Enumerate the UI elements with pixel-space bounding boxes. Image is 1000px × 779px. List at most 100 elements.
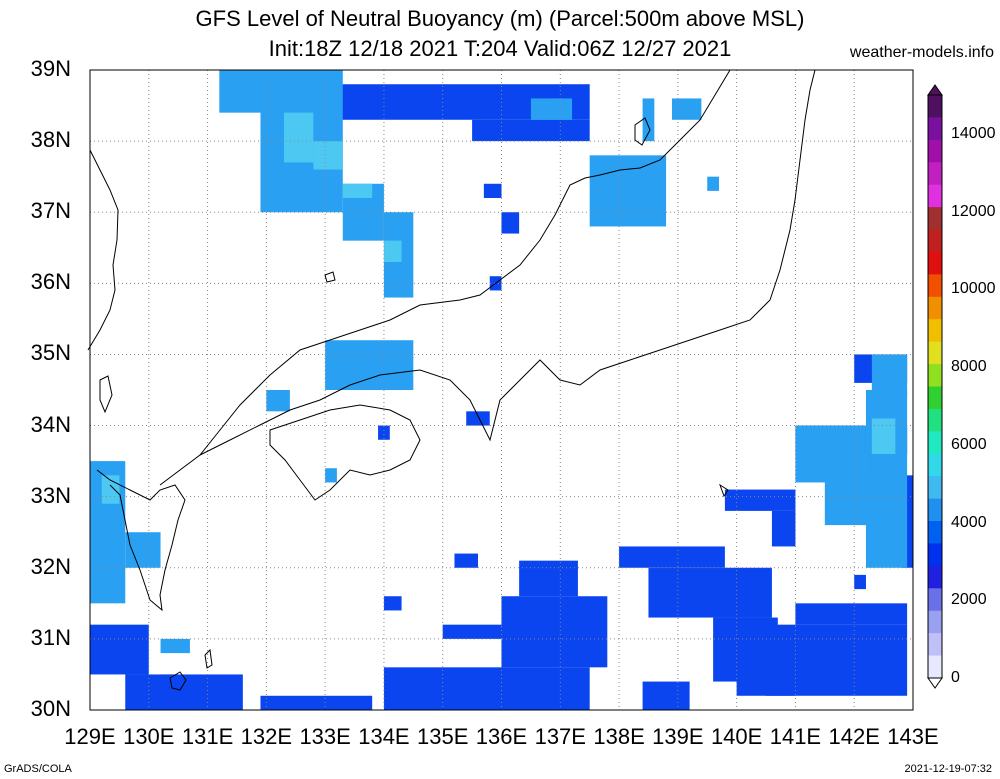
title-line-2: Init:18Z 12/18 2021 T:204 Valid:06Z 12/2… (268, 36, 732, 61)
shade-cell-1-1 (125, 532, 161, 568)
colorbar-swatch-7 (928, 251, 942, 275)
shade-cell-0-0 (90, 624, 149, 675)
lon-label-129E: 129E (64, 724, 116, 749)
colorbar-swatch-23 (928, 610, 942, 634)
izu-island (719, 483, 729, 498)
colorbar-swatch-18 (928, 498, 942, 522)
colorbar-label-2000: 2000 (951, 591, 987, 609)
colorbar-swatch-2 (928, 139, 942, 163)
colorbar-swatch-10 (928, 319, 942, 343)
lon-label-136E: 136E (475, 724, 528, 749)
lon-label-139E: 139E (652, 724, 704, 749)
lat-label-39N: 39N (30, 56, 71, 81)
colorbar-swatch-20 (928, 543, 942, 567)
lat-label-30N: 30N (30, 696, 71, 721)
colorbar-swatch-12 (928, 364, 942, 387)
colorbar-swatch-14 (928, 408, 942, 432)
colorbar-frame (927, 94, 943, 679)
lat-label-38N: 38N (30, 127, 71, 153)
colorbar-swatch-4 (928, 184, 942, 208)
shade-cell-2-3 (871, 418, 896, 454)
colorbar-swatch-9 (928, 296, 942, 320)
korea-coastline (87, 149, 119, 351)
shade-cell-2-0 (283, 112, 314, 163)
colorbar-label-10000: 10000 (951, 280, 996, 298)
colorbar-label-14000: 14000 (951, 124, 996, 142)
shade-cell-1-11 (642, 98, 655, 142)
lon-label-140E: 140E (710, 724, 763, 749)
colorbar-swatch-19 (928, 521, 942, 544)
shade-cell-0-6 (501, 596, 608, 668)
shade-cell-1-7 (219, 70, 267, 113)
shade-cell-0-14 (724, 489, 796, 511)
shade-cell-0-13 (795, 603, 908, 625)
colorbar-swatch-22 (928, 588, 942, 612)
colorbar-label-6000: 6000 (951, 435, 987, 453)
shade-cell-0-8 (619, 546, 725, 568)
shade-cell-1-14 (325, 340, 414, 390)
lat-label-34N: 34N (30, 411, 71, 437)
shade-cell-0-3 (260, 695, 373, 710)
colorbar-swatch-11 (928, 341, 942, 365)
shade-cell-0-23 (501, 212, 520, 234)
shade-cell-0-26 (472, 119, 590, 142)
shade-cell-0-20 (378, 425, 390, 440)
shade-cell-2-1 (313, 141, 343, 170)
lon-label-130E: 130E (123, 724, 175, 749)
map-frame (89, 69, 914, 711)
lat-label-37N: 37N (30, 198, 71, 224)
shade-cell-0-12 (766, 624, 908, 696)
colorbar (927, 84, 943, 689)
footer-left: GrADS/COLA (4, 763, 72, 775)
kyushu-coastline (96, 469, 186, 612)
colorbar-swatch-15 (928, 431, 942, 455)
shade-cell-0-4 (383, 667, 590, 710)
colorbar-label-0: 0 (951, 669, 960, 686)
colorbar-swatch-17 (928, 476, 942, 500)
shade-cell-1-2 (160, 638, 190, 654)
shade-cell-0-27 (483, 183, 502, 198)
colorbar-swatch-24 (928, 633, 942, 657)
shade-cell-0-17 (383, 596, 402, 611)
lon-label-131E: 131E (181, 724, 234, 749)
lat-label-33N: 33N (30, 482, 71, 508)
shade-cell-1-16 (325, 468, 337, 483)
shade-cell-1-12 (671, 98, 702, 120)
shikoku-coastline (269, 404, 421, 501)
lon-label-138E: 138E (593, 724, 645, 749)
lon-label-133E: 133E (299, 724, 351, 749)
oki-islands (324, 271, 336, 283)
shade-cell-1-17 (707, 176, 720, 191)
shade-cell-0-7 (519, 560, 578, 597)
colorbar-top-arrow (927, 84, 943, 96)
shade-cell-1-18 (871, 354, 908, 398)
title-line-1: GFS Level of Neutral Buoyancy (m) (Parce… (195, 6, 805, 31)
shade-cell-0-16 (642, 681, 690, 710)
lat-lon-grid (89, 69, 914, 711)
lon-label-132E: 132E (240, 724, 293, 749)
shade-cell-2-2 (101, 475, 120, 504)
site-label: weather-models.info (849, 44, 994, 61)
lat-label-31N: 31N (30, 624, 71, 650)
colorbar-label-4000: 4000 (951, 513, 987, 531)
colorbar-swatch-1 (928, 117, 942, 141)
shade-cell-0-5 (442, 624, 520, 639)
shade-cell-0-18 (454, 553, 478, 568)
shade-cell-0-9 (648, 567, 772, 618)
sado-island (634, 117, 651, 146)
colorbar-swatch-21 (928, 565, 942, 589)
colorbar-swatch-8 (928, 274, 942, 298)
colorbar-bottom-arrow (927, 677, 943, 689)
colorbar-swatch-16 (928, 453, 942, 477)
colorbar-swatch-3 (928, 162, 942, 186)
shade-cell-1-15 (266, 390, 290, 412)
lon-label-134E: 134E (358, 724, 410, 749)
lon-label-135E: 135E (417, 724, 469, 749)
colorbar-swatch-5 (928, 207, 942, 231)
lon-label-142E: 142E (828, 724, 880, 749)
coastlines (87, 69, 816, 691)
colorbar-label-8000: 8000 (951, 358, 987, 376)
lon-label-141E: 141E (769, 724, 822, 749)
lat-label-32N: 32N (30, 553, 71, 579)
